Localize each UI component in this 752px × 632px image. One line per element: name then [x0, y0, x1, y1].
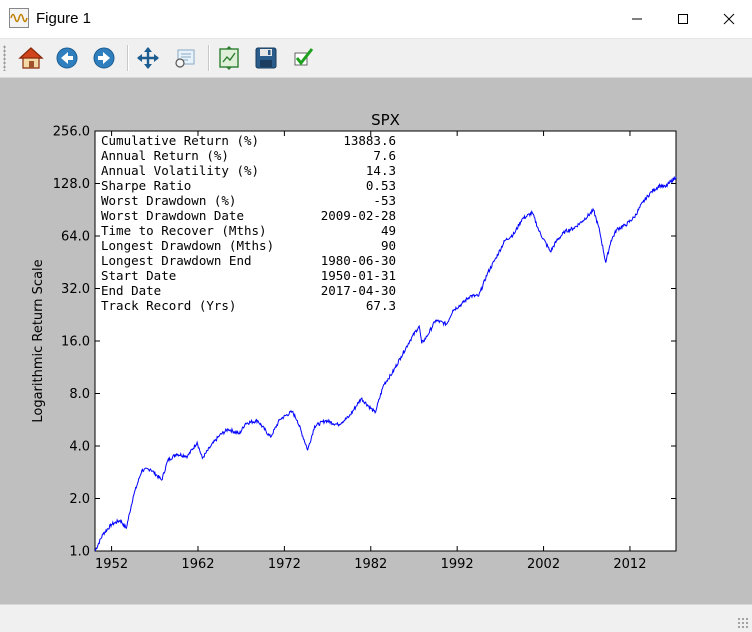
edit-parameters-button[interactable] [288, 43, 318, 73]
y-axis-ticks: 1.0 2.0 4.0 8.0 16.0 32.0 64.0 128.0 256.0 [53, 125, 676, 560]
y-tick-label: 2.0 [69, 492, 90, 507]
y-tick-label: 32.0 [61, 282, 90, 297]
y-tick-label: 256.0 [53, 125, 90, 140]
home-button[interactable] [16, 43, 46, 73]
stats-value: -53 [373, 193, 396, 208]
matplotlib-app-icon [9, 8, 29, 28]
plot-area [94, 130, 677, 552]
stats-label: Start Date [101, 268, 176, 283]
stats-value: 14.3 [366, 163, 396, 178]
stats-label: Cumulative Return (%) [101, 133, 259, 148]
status-bar [0, 604, 752, 632]
close-icon [723, 13, 735, 25]
stats-label: Worst Drawdown (%) [101, 193, 236, 208]
pan-move-icon [137, 47, 159, 69]
chart-svg: SPX Logarithmic Return Scale 1.0 2.0 4.0 8.… [31, 111, 677, 572]
minimize-icon [632, 18, 642, 20]
zoom-rectangle-icon [175, 49, 195, 68]
stats-value: 2009-02-28 [321, 208, 396, 223]
stats-value: 1980-06-30 [321, 253, 396, 268]
y-tick-label: 1.0 [69, 545, 90, 560]
title-bar: Figure 1 [0, 0, 752, 39]
maximize-button[interactable] [660, 0, 706, 38]
stats-label: Worst Drawdown Date [101, 208, 244, 223]
x-tick-label: 1972 [268, 557, 301, 572]
x-tick-label: 1952 [95, 557, 128, 572]
stats-value: 13883.6 [343, 133, 396, 148]
stats-table: Cumulative Return (%) 13883.6 Annual Retur… [101, 133, 396, 313]
stats-label: Longest Drawdown End [101, 253, 252, 268]
back-arrow-icon [56, 47, 78, 69]
stats-value: 1950-01-31 [321, 268, 396, 283]
x-tick-label: 1982 [354, 557, 387, 572]
configure-subplots-icon [219, 46, 239, 70]
stats-label: Sharpe Ratio [101, 178, 191, 193]
stats-label: End Date [101, 283, 161, 298]
pan-button[interactable] [133, 43, 163, 73]
series-line [94, 175, 677, 552]
stats-label: Annual Volatility (%) [101, 163, 259, 178]
home-icon [18, 47, 44, 69]
save-disk-icon [255, 47, 277, 69]
stats-label: Track Record (Yrs) [101, 298, 236, 313]
navigation-toolbar [0, 39, 752, 78]
stats-label: Time to Recover (Mths) [101, 223, 267, 238]
stats-value: 90 [381, 238, 396, 253]
series-layer [94, 175, 677, 552]
toolbar-grip [3, 45, 6, 71]
x-axis-ticks: 1952 1962 1972 1982 1992 2002 2012 [95, 131, 646, 572]
checkmark-icon [294, 48, 314, 66]
toolbar-separator [208, 45, 210, 71]
y-tick-label: 16.0 [61, 335, 90, 350]
stats-value: 2017-04-30 [321, 283, 396, 298]
stats-label: Longest Drawdown (Mths) [101, 238, 274, 253]
forward-arrow-icon [93, 47, 115, 69]
forward-button[interactable] [89, 43, 119, 73]
window-title: Figure 1 [36, 10, 92, 27]
minimize-button[interactable] [614, 0, 660, 38]
save-button[interactable] [251, 43, 281, 73]
zoom-button[interactable] [170, 43, 200, 73]
y-tick-label: 128.0 [53, 177, 90, 192]
x-tick-label: 2012 [613, 557, 646, 572]
chart-title: SPX [371, 111, 400, 129]
stats-value: 49 [381, 223, 396, 238]
maximize-icon [678, 14, 688, 24]
y-tick-label: 8.0 [69, 387, 90, 402]
x-tick-label: 2002 [527, 557, 560, 572]
stats-value: 67.3 [366, 298, 396, 313]
y-tick-label: 64.0 [61, 230, 90, 245]
x-tick-label: 1962 [181, 557, 214, 572]
resize-grip[interactable] [737, 617, 749, 629]
stats-value: 7.6 [373, 148, 396, 163]
x-tick-label: 1992 [441, 557, 474, 572]
toolbar-separator [127, 45, 129, 71]
y-tick-label: 4.0 [69, 440, 90, 455]
back-button[interactable] [52, 43, 82, 73]
stats-label: Annual Return (%) [101, 148, 229, 163]
close-button[interactable] [706, 0, 752, 38]
figure-canvas[interactable]: SPX Logarithmic Return Scale 1.0 2.0 4.0 8.… [0, 78, 752, 604]
y-axis-label: Logarithmic Return Scale [31, 259, 46, 422]
stats-value: 0.53 [366, 178, 396, 193]
subplots-button[interactable] [214, 43, 244, 73]
